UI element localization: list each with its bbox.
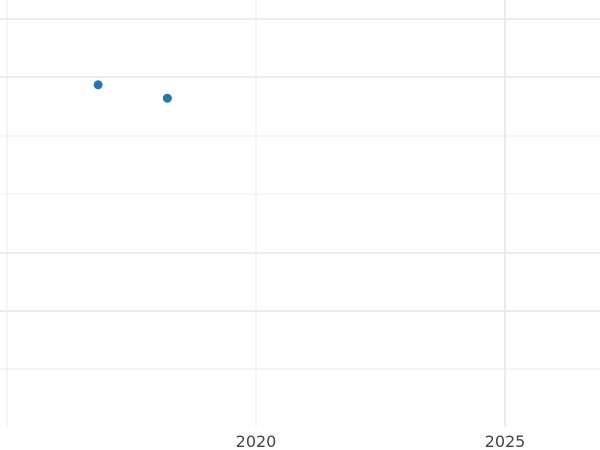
data-point <box>162 93 172 103</box>
grid <box>0 0 600 427</box>
x-axis-ticks: 2020 2025 <box>236 432 526 450</box>
data-point <box>93 80 103 90</box>
x-tick-label: 2025 <box>485 432 526 450</box>
data-points <box>93 80 172 103</box>
x-tick-label: 2020 <box>236 432 277 450</box>
